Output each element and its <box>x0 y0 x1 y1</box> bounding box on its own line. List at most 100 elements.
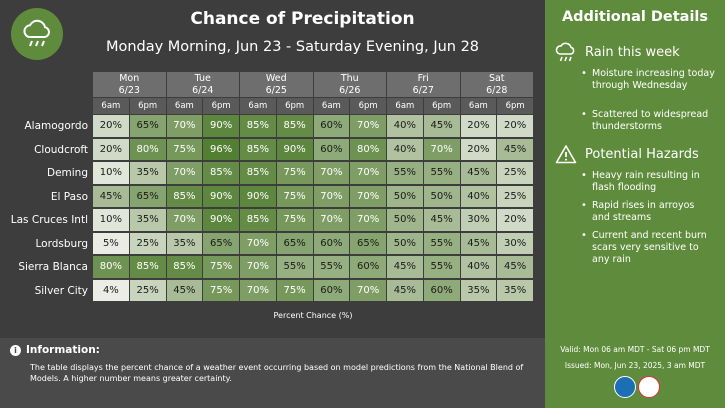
location-label: El Paso <box>50 190 88 203</box>
time-header: 6am <box>313 98 351 114</box>
table-cell: 70% <box>240 232 277 256</box>
hazard-section-heading: Potential Hazards <box>555 144 715 164</box>
day-name: Tue <box>194 73 211 84</box>
table-cell: 70% <box>350 115 387 139</box>
page-title: Chance of Precipitation <box>190 9 415 29</box>
table-cell: 65% <box>276 232 314 256</box>
table-cell: 30% <box>460 209 498 233</box>
table-cell: 85% <box>166 185 204 209</box>
table-cell: 85% <box>166 256 204 280</box>
day-date: 6/26 <box>339 84 361 96</box>
table-cell: 25% <box>129 232 167 256</box>
table-cell: 45% <box>497 138 534 162</box>
table-cell: 85% <box>240 162 277 186</box>
table-cell: 90% <box>240 185 277 209</box>
location-label: Lordsburg <box>35 237 88 250</box>
table-cell: 55% <box>423 256 461 280</box>
table-cell: 10% <box>93 209 130 233</box>
table-cell: 60% <box>313 232 351 256</box>
table-cell: 45% <box>460 232 498 256</box>
rain-bullets: Moisture increasing today through Wednes… <box>581 68 715 133</box>
table-cell: 50% <box>387 185 424 209</box>
table-cell: 45% <box>460 162 498 186</box>
list-item: Scattered to widespread thunderstorms <box>581 109 715 133</box>
table-cell: 70% <box>350 209 387 233</box>
table-cell: 70% <box>423 138 461 162</box>
table-cell: 45% <box>93 185 130 209</box>
table-cell: 80% <box>93 256 130 280</box>
table-cell: 45% <box>497 256 534 280</box>
table-cell: 40% <box>460 185 498 209</box>
noaa-logo <box>614 376 636 398</box>
table-cell: 90% <box>203 115 240 139</box>
location-label: Alamogordo <box>24 120 89 132</box>
table-cell: 85% <box>276 115 314 139</box>
table-cell: 20% <box>497 209 534 233</box>
table-cell: 85% <box>240 115 277 139</box>
time-header: 6am <box>166 98 204 114</box>
table-cell: 35% <box>129 162 167 186</box>
hazard-heading: Potential Hazards <box>585 146 699 162</box>
day-date: 6/23 <box>118 84 140 96</box>
list-item: Rapid rises in arroyos and streams <box>581 200 715 224</box>
table-cell: 20% <box>93 138 130 162</box>
day-date: 6/24 <box>192 84 214 96</box>
axis-label: Percent Chance (%) <box>273 311 353 320</box>
table-cell: 30% <box>497 232 534 256</box>
day-header: Fri 6/27 <box>387 72 461 97</box>
table-cell: 65% <box>129 185 167 209</box>
table-cell: 70% <box>350 279 387 303</box>
table-cell: 80% <box>129 138 167 162</box>
rain-heading: Rain this week <box>585 44 680 60</box>
day-name: Mon <box>119 73 140 84</box>
table-cell: 90% <box>203 185 240 209</box>
day-header: Wed 6/25 <box>240 72 314 97</box>
table-cell: 70% <box>350 162 387 186</box>
table-cell: 60% <box>423 279 461 303</box>
cloud-rain-icon <box>23 19 50 47</box>
day-date: 6/28 <box>486 84 508 96</box>
logo <box>11 8 63 60</box>
day-header: Tue 6/24 <box>166 72 240 97</box>
table-cell: 70% <box>313 162 351 186</box>
table-cell: 70% <box>313 185 351 209</box>
info-text: The table displays the percent chance of… <box>30 363 524 383</box>
table-cell: 55% <box>423 232 461 256</box>
table-cell: 60% <box>350 256 387 280</box>
table-cell: 5% <box>93 232 130 256</box>
valid-time: Valid: Mon 06 am MDT - Sat 06 pm MDT <box>560 345 710 354</box>
table-cell: 20% <box>460 115 498 139</box>
table-cell: 90% <box>203 209 240 233</box>
table-cell: 75% <box>276 185 314 209</box>
table-cell: 40% <box>387 115 424 139</box>
info-title: Information: <box>26 344 100 356</box>
table-cell: 60% <box>313 138 351 162</box>
list-item: Current and recent burn scars very sensi… <box>581 230 715 266</box>
table-cell: 20% <box>93 115 130 139</box>
table-cell: 65% <box>350 232 387 256</box>
table-cell: 75% <box>166 138 204 162</box>
day-name: Thu <box>340 73 359 84</box>
location-label: Las Cruces Intl <box>10 214 88 226</box>
table-cell: 55% <box>313 256 351 280</box>
list-item: Moisture increasing today through Wednes… <box>581 68 715 92</box>
day-date: 6/27 <box>412 84 434 96</box>
table-cell: 70% <box>166 162 204 186</box>
table-cell: 75% <box>203 279 240 303</box>
location-label: Cloudcroft <box>34 143 88 156</box>
table-cell: 96% <box>203 138 240 162</box>
day-name: Sat <box>488 73 505 84</box>
table-cell: 70% <box>240 256 277 280</box>
time-header: 6am <box>93 98 130 114</box>
table-cell: 80% <box>350 138 387 162</box>
table-cell: 90% <box>276 138 314 162</box>
table-cell: 70% <box>350 185 387 209</box>
table-cell: 70% <box>166 115 204 139</box>
table-cell: 45% <box>423 115 461 139</box>
table-cell: 75% <box>203 256 240 280</box>
time-header: 6pm <box>423 98 461 114</box>
table-cell: 55% <box>276 256 314 280</box>
table-cell: 4% <box>93 279 130 303</box>
time-header: 6pm <box>350 98 387 114</box>
sidebar-title: Additional Details <box>561 9 709 25</box>
